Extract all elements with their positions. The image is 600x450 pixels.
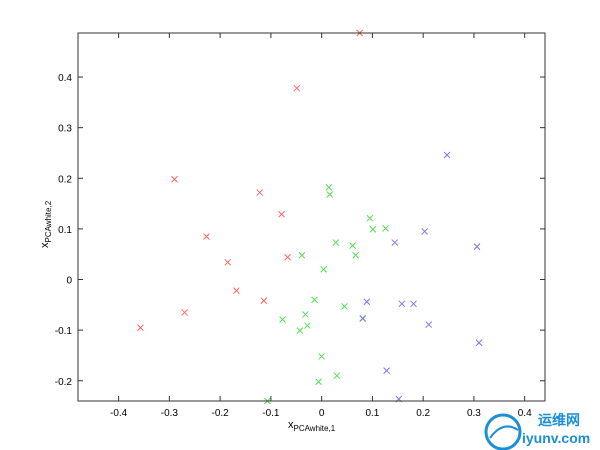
x-tick-label: -0.4	[110, 408, 128, 419]
data-point-series-3	[410, 300, 417, 308]
data-point-series-2	[382, 225, 389, 232]
x-tick-label: 0.4	[518, 408, 532, 419]
data-point-series-1	[224, 258, 232, 266]
watermark-logo: 运维网 iyunv.com	[484, 412, 590, 450]
y-tick-label: 0.4	[58, 73, 72, 84]
data-point-series-2	[304, 322, 311, 329]
data-point-series-1	[256, 189, 264, 196]
data-point-series-1	[203, 233, 210, 240]
data-points	[137, 29, 483, 405]
x-tick-label: -0.3	[161, 408, 179, 419]
x-axis-label: xPCAwhite,1	[288, 419, 336, 433]
data-point-series-1	[278, 210, 285, 218]
data-point-series-3	[475, 339, 483, 347]
x-tick-label: 0.3	[467, 408, 481, 419]
data-point-series-2	[302, 311, 309, 318]
data-point-series-2	[349, 242, 356, 249]
watermark-cn: 运维网	[538, 412, 580, 428]
axis-ticks: -0.4 -0.3 -0.2 -0.1 0 0.1 0.2 0.3 0.4 -0.2 -0.1 0 0.…	[55, 33, 545, 419]
watermark-url: iyunv.com	[522, 430, 590, 446]
x-tick-label: -0.2	[212, 408, 230, 419]
data-point-series-2	[298, 251, 306, 259]
x-tick-label: 0.1	[365, 408, 379, 419]
data-point-series-2	[325, 184, 333, 191]
data-point-series-2	[279, 316, 286, 323]
data-point-series-3	[398, 300, 406, 308]
data-point-series-2	[315, 378, 322, 386]
y-tick-label: 0.3	[58, 124, 72, 135]
data-point-series-3	[359, 315, 367, 322]
data-point-series-3	[391, 239, 399, 246]
y-axis-label: xPCAwhite,2	[39, 200, 53, 248]
data-point-series-3	[363, 298, 371, 306]
y-tick-label: 0.2	[58, 174, 72, 185]
y-tick-label: -0.2	[55, 377, 73, 388]
x-tick-label: 0	[319, 408, 325, 419]
data-point-series-1	[137, 324, 144, 331]
data-point-series-3	[383, 367, 390, 374]
y-tick-label: 0.1	[58, 225, 72, 236]
y-tick-label: -0.1	[55, 326, 73, 337]
data-point-series-2	[318, 353, 326, 360]
data-point-series-2	[352, 251, 360, 259]
data-point-series-3	[425, 321, 433, 328]
data-point-series-3	[443, 151, 451, 159]
y-tick-label: 0	[66, 276, 72, 287]
data-point-series-2	[332, 239, 340, 246]
data-point-series-2	[341, 302, 348, 310]
data-point-series-2	[296, 327, 304, 334]
data-point-series-1	[233, 287, 240, 295]
data-point-series-2	[369, 226, 377, 233]
data-point-series-1	[171, 175, 178, 183]
data-point-series-1	[260, 297, 268, 305]
data-point-series-2	[311, 296, 318, 304]
data-point-series-2	[320, 266, 328, 273]
data-point-series-1	[293, 84, 301, 92]
data-point-series-2	[326, 191, 334, 198]
data-point-series-3	[421, 228, 429, 235]
data-point-series-2	[366, 214, 374, 222]
data-point-series-3	[473, 243, 481, 250]
data-point-series-1	[284, 253, 291, 261]
data-point-series-1	[181, 309, 188, 316]
plot-frame	[77, 32, 546, 402]
data-point-series-2	[333, 372, 341, 380]
x-tick-label: 0.2	[416, 408, 430, 419]
x-tick-label: -0.1	[262, 408, 280, 419]
